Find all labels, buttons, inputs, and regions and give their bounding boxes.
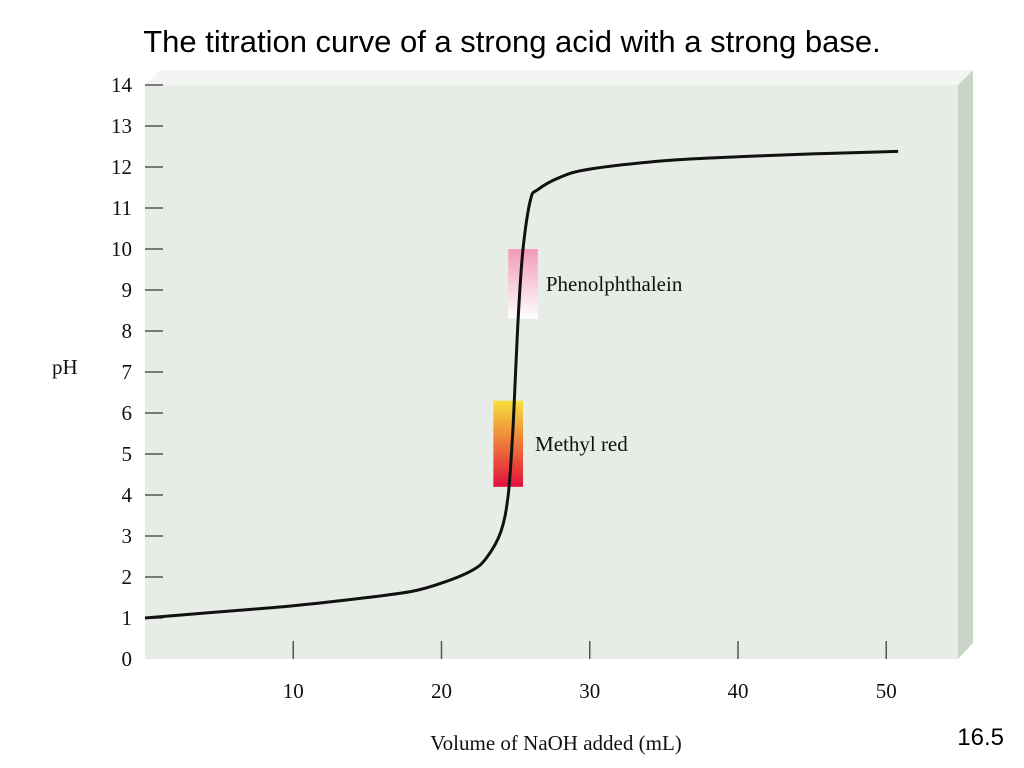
- plot-area: [145, 85, 958, 659]
- x-axis-ticks: 10 20 30 40 50: [283, 641, 897, 703]
- y-axis-title: pH: [52, 355, 78, 379]
- x-tick-label: 10: [283, 679, 304, 703]
- x-tick-label: 30: [579, 679, 600, 703]
- slide-title: The titration curve of a strong acid wit…: [143, 24, 881, 59]
- y-tick-label: 7: [122, 360, 133, 384]
- y-tick-label: 14: [111, 73, 133, 97]
- x-tick-label: 20: [431, 679, 452, 703]
- y-tick-label: 11: [112, 196, 132, 220]
- y-tick-label: 12: [111, 155, 132, 179]
- x-axis-title: Volume of NaOH added (mL): [430, 731, 682, 755]
- slide-number: 16.5: [957, 724, 1004, 751]
- y-tick-label: 2: [122, 565, 133, 589]
- plot-depth-side: [958, 70, 973, 659]
- y-tick-label: 8: [122, 319, 133, 343]
- y-tick-label: 4: [122, 483, 133, 507]
- y-tick-label: 6: [122, 401, 133, 425]
- methyl-red-label: Methyl red: [535, 432, 628, 456]
- y-tick-label: 1: [122, 606, 133, 630]
- x-tick-label: 50: [876, 679, 897, 703]
- y-tick-label: 9: [122, 278, 133, 302]
- y-tick-label: 0: [122, 647, 133, 671]
- y-tick-label: 10: [111, 237, 132, 261]
- phenolphthalein-label: Phenolphthalein: [546, 272, 683, 296]
- titration-curve: [144, 149, 899, 620]
- y-tick-label: 3: [122, 524, 133, 548]
- x-tick-label: 40: [728, 679, 749, 703]
- y-tick-label: 13: [111, 114, 132, 138]
- y-tick-label: 5: [122, 442, 133, 466]
- plot-depth-top: [145, 70, 973, 85]
- methyl-red-band: [493, 400, 524, 487]
